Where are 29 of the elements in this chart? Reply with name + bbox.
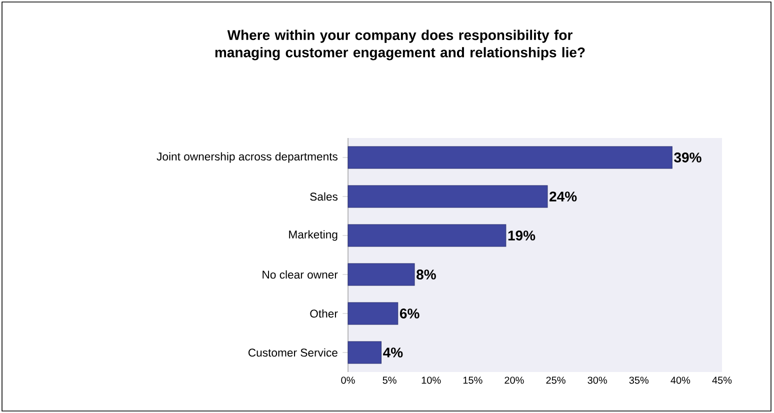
chart-title: Where within your company does responsibility for managing customer engagement and relationships lie? (215, 30, 585, 60)
data-label: 8% (416, 270, 436, 280)
y-tick-label: Customer Service (248, 348, 338, 357)
bar (348, 224, 506, 247)
data-label: 24% (550, 192, 577, 202)
y-tick-label: Sales (310, 192, 338, 201)
y-tick-label: Marketing (289, 230, 338, 241)
data-label: 6% (400, 308, 420, 318)
y-tick-label: Joint ownership across departments (156, 152, 338, 163)
x-tick-label: 25% (546, 376, 566, 384)
x-tick-label: 45% (712, 376, 732, 384)
data-label: 39% (674, 152, 702, 162)
bar (348, 263, 415, 286)
x-tick-label: 10% (422, 376, 441, 384)
bar (348, 146, 672, 169)
bar (348, 302, 398, 325)
data-label: 19% (508, 230, 536, 240)
x-tick-label: 15% (463, 376, 482, 384)
x-tick-label: 40% (670, 376, 690, 384)
x-tick-label: 35% (629, 376, 649, 384)
x-tick-label: 0% (341, 376, 355, 384)
x-tick-label: 20% (504, 376, 524, 384)
y-tick-label: No clear owner (262, 270, 338, 279)
y-tick-label: Other (310, 309, 338, 318)
x-tick-label: 30% (588, 376, 607, 384)
bar (348, 185, 548, 208)
data-label: 4% (383, 348, 403, 358)
bar (348, 341, 382, 364)
x-tick-label: 5% (382, 376, 396, 384)
